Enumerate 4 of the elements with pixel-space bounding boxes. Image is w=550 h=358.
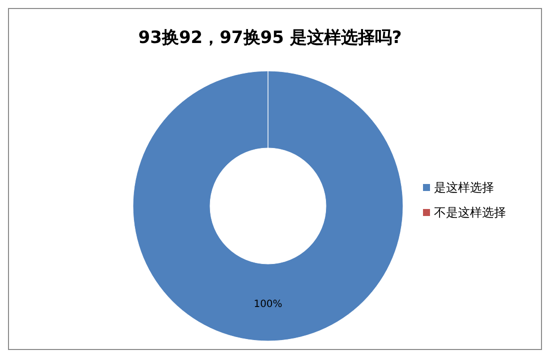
legend-label: 是这样选择 [434, 180, 494, 194]
legend-label: 不是这样选择 [434, 205, 506, 220]
chart-title: 93换92，97换95 是这样选择吗? [138, 28, 402, 48]
data-label: 100% [254, 299, 282, 310]
